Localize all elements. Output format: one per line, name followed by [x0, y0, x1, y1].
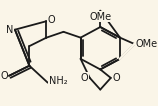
Text: N: N: [6, 25, 14, 35]
Text: O: O: [81, 73, 88, 83]
Text: NH₂: NH₂: [49, 76, 68, 86]
Text: O: O: [48, 15, 55, 25]
Text: O: O: [112, 73, 120, 83]
Text: OMe: OMe: [136, 39, 158, 49]
Text: O: O: [0, 71, 8, 81]
Text: OMe: OMe: [89, 12, 111, 22]
